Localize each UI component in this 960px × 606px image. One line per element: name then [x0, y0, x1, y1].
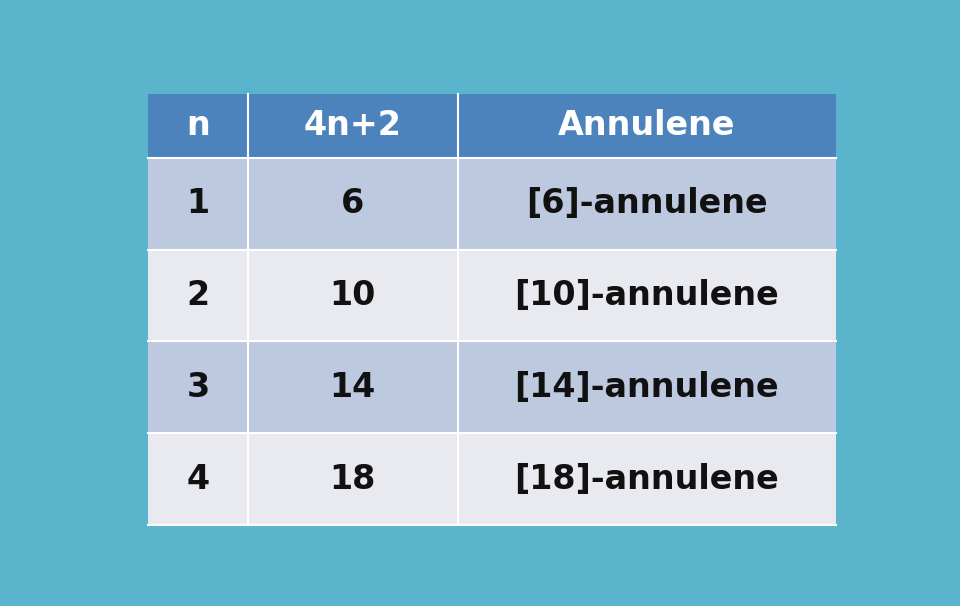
Bar: [458, 94, 836, 158]
Bar: [248, 158, 458, 250]
Bar: [458, 250, 836, 341]
Text: 6: 6: [341, 187, 365, 220]
Text: [10]-annulene: [10]-annulene: [515, 279, 780, 312]
Text: 4n+2: 4n+2: [304, 109, 401, 142]
Text: [6]-annulene: [6]-annulene: [526, 187, 767, 220]
Bar: [248, 250, 458, 341]
Text: 1: 1: [186, 187, 209, 220]
Bar: [458, 341, 836, 433]
Text: [18]-annulene: [18]-annulene: [515, 463, 780, 496]
Text: 10: 10: [329, 279, 376, 312]
Text: 18: 18: [329, 463, 376, 496]
Text: 2: 2: [186, 279, 209, 312]
Bar: [148, 433, 248, 525]
Bar: [148, 250, 248, 341]
Text: 14: 14: [329, 371, 376, 404]
Bar: [148, 158, 248, 250]
Bar: [248, 433, 458, 525]
Text: n: n: [186, 109, 210, 142]
Text: Annulene: Annulene: [558, 109, 735, 142]
Bar: [148, 341, 248, 433]
Text: [14]-annulene: [14]-annulene: [515, 371, 779, 404]
Bar: [148, 94, 248, 158]
Text: 3: 3: [186, 371, 209, 404]
Bar: [458, 158, 836, 250]
Bar: [458, 433, 836, 525]
Text: 4: 4: [186, 463, 209, 496]
Bar: [248, 341, 458, 433]
Bar: [248, 94, 458, 158]
